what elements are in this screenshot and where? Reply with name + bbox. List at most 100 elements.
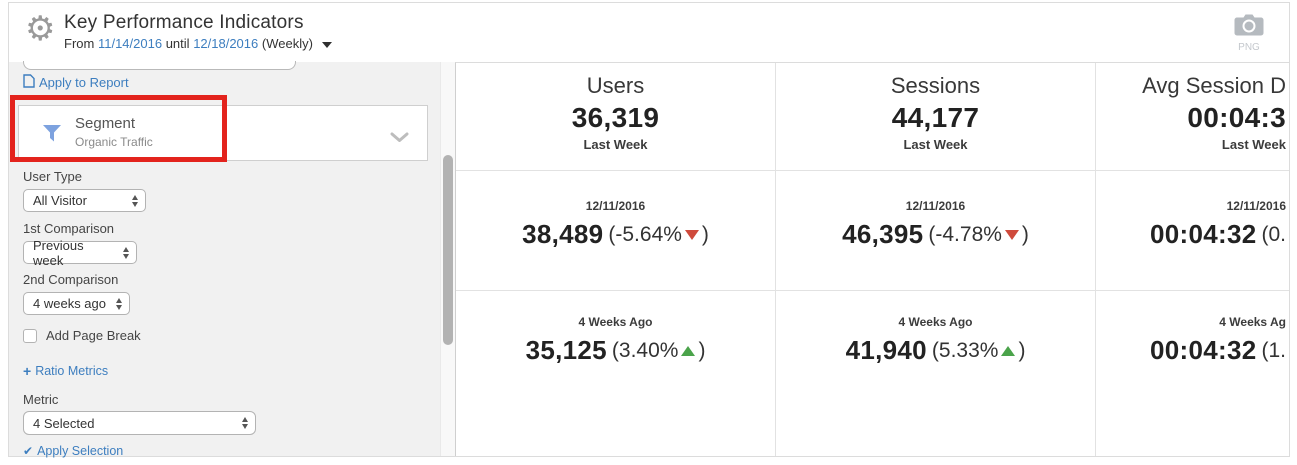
select-stepper-icon xyxy=(116,297,122,310)
range-granularity: (Weekly) xyxy=(261,36,313,51)
apply-to-report-label: Apply to Report xyxy=(39,75,129,90)
comparison-label: 12/11/2016 xyxy=(585,199,646,213)
kpi-comparison-cell: 12/11/2016 38,489 (-5.64% ) xyxy=(456,171,775,291)
kpi-comparison-cell: 4 Weeks Ag 00:04:32 (1. xyxy=(1096,291,1289,456)
comparison-label: 12/11/2016 xyxy=(905,199,966,213)
comparison-value: 41,940 xyxy=(845,335,927,365)
comparison-value: 38,489 xyxy=(522,219,604,249)
comparison-value: 00:04:32 xyxy=(1150,219,1257,249)
metric-value: 4 Selected xyxy=(33,415,95,431)
kpi-column-sessions: Sessions 44,177 Last Week 12/11/2016 46,… xyxy=(776,63,1096,456)
funnel-icon xyxy=(43,125,61,147)
kpi-current-value: 44,177 xyxy=(891,102,980,133)
date-range-selector[interactable]: From 11/14/2016 until 12/18/2016 (Weekly… xyxy=(64,36,332,51)
kpi-comparison-cell: 4 Weeks Ago 41,940 (5.33% ) xyxy=(776,291,1095,456)
kpi-widget: ⚙ Key Performance Indicators From 11/14/… xyxy=(8,2,1290,458)
chevron-down-icon[interactable] xyxy=(390,130,409,148)
range-caret-down-icon[interactable] xyxy=(321,42,332,48)
range-from-label: From xyxy=(64,36,95,51)
kpi-current-cell: Sessions 44,177 Last Week xyxy=(776,63,1095,171)
comparison-label: 4 Weeks Ago xyxy=(578,315,653,329)
user-type-label: User Type xyxy=(23,169,83,184)
kpi-panel: Users 36,319 Last Week 12/11/2016 38,489… xyxy=(455,62,1289,456)
ratio-metrics-label: Ratio Metrics xyxy=(35,364,109,378)
segment-selector[interactable]: Segment Organic Traffic xyxy=(18,105,428,161)
range-from-date[interactable]: 11/14/2016 xyxy=(97,36,163,51)
kpi-current-label: Last Week xyxy=(903,137,968,152)
comparison2-label: 2nd Comparison xyxy=(23,272,119,287)
kpi-title: Sessions xyxy=(890,73,981,98)
comparison-value: 46,395 xyxy=(842,219,924,249)
kpi-current-cell: Avg Session D 00:04:3 Last Week xyxy=(1096,63,1289,171)
settings-sidebar: Apply to Report Segment Organic Traffic … xyxy=(9,61,455,458)
comparison2-value: 4 weeks ago xyxy=(33,296,106,311)
export-png-button[interactable]: PNG xyxy=(1229,13,1269,53)
camera-icon xyxy=(1234,14,1264,40)
comparison-close: ) xyxy=(701,222,709,246)
title-block: Key Performance Indicators From 11/14/20… xyxy=(64,12,332,51)
add-page-break-label: Add Page Break xyxy=(46,328,141,343)
segment-text: Segment Organic Traffic xyxy=(75,115,153,149)
segment-title: Segment xyxy=(75,115,136,132)
metric-select[interactable]: 4 Selected xyxy=(23,411,256,435)
user-type-select[interactable]: All Visitor xyxy=(23,189,146,212)
sidebar-scrollbar-thumb[interactable] xyxy=(443,155,453,345)
kpi-comparison-cell: 12/11/2016 00:04:32 (0. xyxy=(1096,171,1289,291)
comparison-close: ) xyxy=(1021,222,1029,246)
page-title: Key Performance Indicators xyxy=(64,12,304,33)
metric-label: Metric xyxy=(23,392,59,407)
comparison-delta: (1. xyxy=(1261,338,1286,362)
comparison-delta: (-5.64% xyxy=(608,222,682,246)
select-stepper-icon xyxy=(123,246,129,259)
comparison-delta: (-4.78% xyxy=(928,222,1002,246)
comparison-delta: (5.33% xyxy=(931,338,999,362)
kpi-title: Users xyxy=(586,73,645,98)
user-type-value: All Visitor xyxy=(33,193,87,208)
kpi-current-cell: Users 36,319 Last Week xyxy=(456,63,775,171)
comparison-value: 35,125 xyxy=(525,335,607,365)
export-format-label: PNG xyxy=(1238,42,1260,53)
trend-up-icon xyxy=(681,345,696,356)
trend-down-icon xyxy=(684,229,699,240)
kpi-current-value: 36,319 xyxy=(571,102,660,133)
comparison-label: 12/11/2016 xyxy=(1226,199,1286,213)
kpi-column-avg-session-duration: Avg Session D 00:04:3 Last Week 12/11/20… xyxy=(1096,63,1289,456)
range-until-label: until xyxy=(165,36,190,51)
comparison1-value: Previous week xyxy=(33,237,84,268)
page-icon xyxy=(23,74,35,91)
comparison-delta: (3.40% xyxy=(611,338,679,362)
widget-header: ⚙ Key Performance Indicators From 11/14/… xyxy=(9,3,1289,62)
kpi-current-label: Last Week xyxy=(583,137,648,152)
apply-selection-label: Apply Selection xyxy=(37,444,124,458)
kpi-comparison-cell: 12/11/2016 46,395 (-4.78% ) xyxy=(776,171,1095,291)
comparison-value: 00:04:32 xyxy=(1150,335,1257,365)
comparison1-select[interactable]: Previous week xyxy=(23,238,137,268)
sidebar-scrollbar-track[interactable] xyxy=(440,62,455,456)
comparison2-select[interactable]: 4 weeks ago xyxy=(23,292,130,315)
clipped-select[interactable] xyxy=(23,61,296,70)
comparison1-label: 1st Comparison xyxy=(23,221,115,236)
segment-value: Organic Traffic xyxy=(75,135,153,149)
gear-icon[interactable]: ⚙ xyxy=(25,10,56,48)
kpi-current-label: Last Week xyxy=(1221,137,1286,152)
kpi-comparison-cell: 4 Weeks Ago 35,125 (3.40% ) xyxy=(456,291,775,456)
ratio-metrics-link[interactable]: + Ratio Metrics xyxy=(23,363,108,379)
comparison-delta: (0. xyxy=(1261,222,1286,246)
kpi-column-users: Users 36,319 Last Week 12/11/2016 38,489… xyxy=(456,63,776,456)
comparison-close: ) xyxy=(698,338,706,362)
kpi-title: Avg Session D xyxy=(1142,73,1286,98)
trend-up-icon xyxy=(1001,345,1016,356)
apply-to-report-link[interactable]: Apply to Report xyxy=(23,74,129,91)
trend-down-icon xyxy=(1004,229,1019,240)
select-stepper-icon xyxy=(242,417,248,429)
comparison-label: 4 Weeks Ago xyxy=(898,315,973,329)
add-page-break-checkbox[interactable] xyxy=(23,328,37,343)
select-stepper-icon xyxy=(132,194,138,207)
plus-icon: + xyxy=(23,363,32,379)
comparison-label: 4 Weeks Ag xyxy=(1219,315,1286,329)
comparison-close: ) xyxy=(1018,338,1026,362)
kpi-current-value: 00:04:3 xyxy=(1187,102,1286,133)
add-page-break-row[interactable]: Add Page Break xyxy=(23,328,141,343)
range-until-date[interactable]: 12/18/2016 xyxy=(193,36,259,51)
apply-selection-link[interactable]: ✔ Apply Selection xyxy=(23,444,123,458)
